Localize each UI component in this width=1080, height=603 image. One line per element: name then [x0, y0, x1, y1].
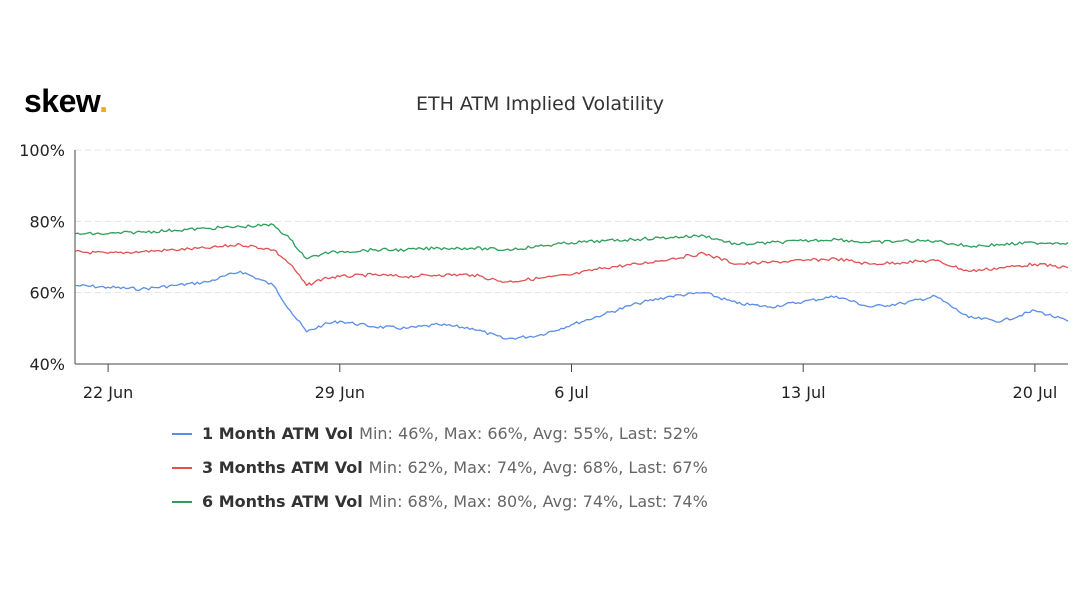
legend-series-stats: Min: 46%, Max: 66%, Avg: 55%, Last: 52%	[359, 423, 699, 443]
y-tick-label: 80%	[29, 212, 65, 231]
skew-logo: skew.	[24, 83, 108, 119]
series-line-3	[74, 223, 1069, 260]
y-axis-labels: 40% 60% 80% 100%	[19, 141, 65, 374]
x-tick-label: 13 Jul	[781, 383, 826, 402]
legend-series-name: 1 Month ATM Vol	[202, 423, 354, 443]
legend-swatch-3-months	[172, 467, 192, 469]
series-lines	[74, 223, 1069, 340]
legend: 1 Month ATM Vol Min: 46%, Max: 66%, Avg:…	[172, 416, 708, 518]
x-tick-label: 6 Jul	[554, 383, 589, 402]
legend-series-stats: Min: 62%, Max: 74%, Avg: 68%, Last: 67%	[368, 457, 708, 477]
x-tick-label: 20 Jul	[1013, 383, 1058, 402]
y-tick-label: 100%	[19, 141, 65, 160]
x-tick-label: 22 Jun	[83, 383, 133, 402]
legend-swatch-6-months	[172, 501, 192, 503]
y-tick-label: 40%	[29, 355, 65, 374]
series-line-2	[74, 242, 1069, 287]
legend-series-stats: Min: 68%, Max: 80%, Avg: 74%, Last: 74%	[368, 491, 708, 511]
y-tick-label: 60%	[29, 284, 65, 303]
chart-title: ETH ATM Implied Volatility	[415, 93, 665, 115]
legend-item-1-month[interactable]: 1 Month ATM Vol Min: 46%, Max: 66%, Avg:…	[172, 416, 708, 450]
axes	[74, 150, 1068, 372]
x-tick-label: 29 Jun	[315, 383, 365, 402]
legend-item-6-months[interactable]: 6 Months ATM Vol Min: 68%, Max: 80%, Avg…	[172, 484, 708, 518]
legend-swatch-1-month	[172, 433, 192, 435]
legend-item-3-months[interactable]: 3 Months ATM Vol Min: 62%, Max: 74%, Avg…	[172, 450, 708, 484]
grid-lines	[75, 149, 1068, 294]
x-axis-labels: 22 Jun 29 Jun 6 Jul 13 Jul 20 Jul	[83, 383, 1057, 402]
legend-series-name: 6 Months ATM Vol	[202, 491, 363, 511]
series-line-1	[74, 270, 1069, 340]
legend-series-name: 3 Months ATM Vol	[202, 457, 363, 477]
